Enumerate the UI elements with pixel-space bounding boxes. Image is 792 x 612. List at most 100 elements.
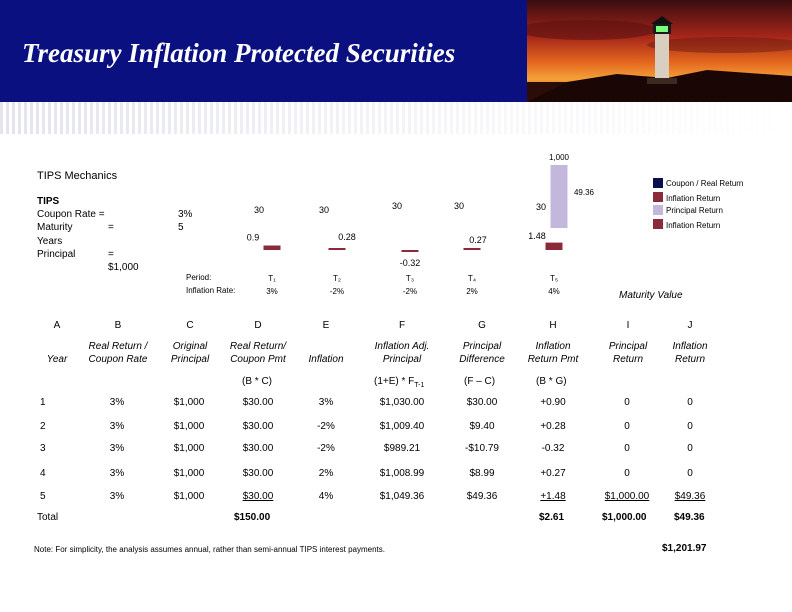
table-cell-b: 3% [109,491,125,502]
table-cell-g: $9.40 [469,421,495,432]
table-cell-e: 2% [318,468,334,479]
table-cell-c: $1,000 [173,468,205,479]
lighthouse-sunset-image [527,0,792,102]
legend-swatch-inflation-2 [653,219,663,229]
column-letter-h: H [549,320,557,331]
table-cell-i: 0 [624,421,630,432]
formula-d: (B * C) [242,376,272,387]
table-cell-j: 0 [687,468,693,479]
table-cell-h: -0.32 [541,443,565,454]
inflation-label-2: 0.28 [338,232,356,242]
period-label-5: T₅ [550,274,558,283]
legend-swatch-coupon [653,178,663,188]
table-cell-d: $30.00 [242,421,274,432]
table-cell-d: $30.00 [242,443,274,454]
footnote: Note: For simplicity, the analysis assum… [34,545,385,554]
principal-value: $1,000 [108,262,139,273]
table-cell-g: -$10.79 [465,443,499,454]
table-cell-d: $30.00 [242,468,274,479]
table-cell-e: -2% [317,421,335,432]
table-cell-f: $989.21 [383,443,421,454]
table-cell-a: 2 [40,421,46,432]
table-cell-i: 0 [624,468,630,479]
column-letter-i: I [626,320,630,331]
column-header-c: Original Principal [170,341,210,365]
inflation-bar-2 [328,248,346,250]
table-cell-b: 3% [109,421,125,432]
table-cell-j: 0 [687,443,693,454]
tips-cashflow-chart: 30 0.9 T₁ 3% 30 0.28 T₂ -2% 30 -0.32 T₃ -2% 30 0.27 T₄… [247,153,595,296]
table-cell-i: $1,000.00 [604,491,650,502]
inflation-bar-5 [545,242,563,250]
column-header-b: Real Return / Coupon Rate [88,341,148,365]
total-principal-return: $1,000.00 [602,512,647,523]
table-cell-j: 0 [687,421,693,432]
legend-swatch-principal [653,205,663,215]
table-cell-a: 1 [40,397,46,408]
table-cell-c: $1,000 [173,397,205,408]
table-cell-h: +0.90 [540,397,566,408]
formula-g: (F – C) [464,376,496,387]
column-letter-a: A [53,320,61,331]
coupon-rate-label: Coupon Rate = [37,209,105,220]
column-header-e: Inflation [308,354,344,365]
table-cell-d: $30.00 [242,491,274,502]
table-cell-b: 3% [109,397,125,408]
table-cell-g: $30.00 [466,397,498,408]
table-cell-f: $1,030.00 [379,397,425,408]
table-cell-h: +0.27 [540,468,566,479]
table-cell-f: $1,049.36 [379,491,425,502]
column-header-f: Inflation Adj. Principal [374,341,430,365]
table-cell-a: 5 [40,491,46,502]
coupon-label-4: 30 [454,201,464,211]
decorative-stripes-fade [0,102,792,134]
column-letter-j: J [687,320,693,331]
table-cell-e: 4% [318,491,334,502]
period-label-2: T₂ [333,274,341,283]
column-header-i: Principal Return [608,341,648,365]
legend-label-inflation: Inflation Return [666,194,721,203]
page-title: Treasury Inflation Protected Securities [22,38,456,68]
total-inflation-return: $49.36 [674,512,705,523]
principal-label-5: 1,000 [549,153,570,162]
principal-bar-5-lower [550,200,568,228]
principal-label: Principal [37,249,76,260]
inflation-label-5: 1.48 [528,231,546,241]
maturity-label: Maturity [37,222,73,233]
legend-label-principal: Principal Return [666,206,723,215]
table-cell-i: 0 [624,443,630,454]
legend-label-inflation-2: Inflation Return [666,221,721,230]
formula-f: (1+E) * FT-1 [374,376,425,389]
total-inflation-return-pmt: $2.61 [539,512,565,523]
inflation-bar-3 [401,250,419,252]
table-cell-d: $30.00 [242,397,274,408]
table-cell-i: 0 [624,397,630,408]
column-header-h: Inflation Return Pmt [527,341,579,365]
maturity-value: 5 [178,222,184,233]
column-header-d: Real Return/Coupon Pmt [229,341,287,365]
column-letter-b: B [114,320,122,331]
period-label-3: T₃ [406,274,414,283]
grand-total: $1,201.97 [662,543,707,554]
column-letter-f: F [398,320,406,331]
inflation-label-1: 0.9 [247,233,260,243]
inflation-rate-3: -2% [403,287,417,296]
table-cell-f: $1,009.40 [379,421,425,432]
table-cell-j: $49.36 [674,491,706,502]
table-cell-b: 3% [109,468,125,479]
principal-bar-5 [550,165,568,200]
table-cell-h: +1.48 [540,491,566,502]
legend-swatch-inflation [653,192,663,202]
inflation-bar-1 [263,245,281,250]
principal-equals: = [108,249,114,260]
coupon-label-3: 30 [392,201,402,211]
maturity-value-label: Maturity Value [619,290,683,301]
coupon-label-1: 30 [254,205,264,215]
table-cell-j: 0 [687,397,693,408]
legend-label-coupon: Coupon / Real Return [666,179,744,188]
period-label-1: T₁ [268,274,276,283]
years-label: Years [37,236,63,247]
section-title: TIPS Mechanics [37,170,118,182]
table-cell-e: -2% [317,443,335,454]
total-label: Total [37,512,59,523]
